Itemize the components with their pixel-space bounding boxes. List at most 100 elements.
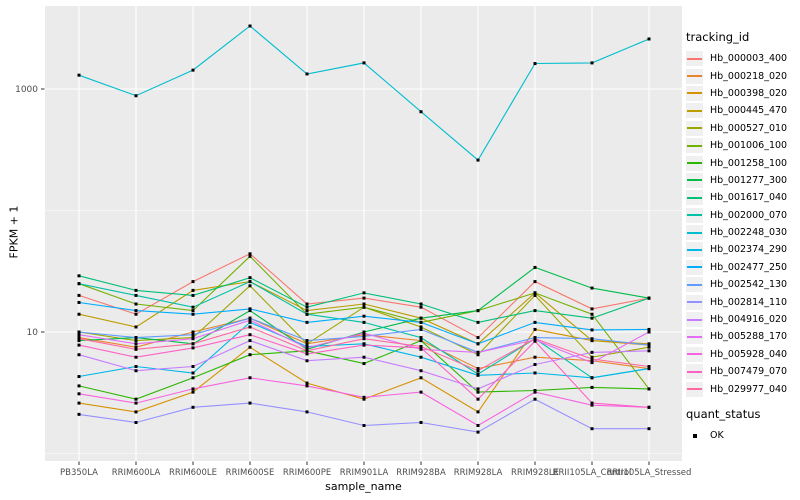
data-point	[77, 375, 81, 379]
data-point	[248, 320, 252, 324]
data-point	[647, 349, 651, 353]
legend-item-label: Hb_001277_300	[710, 174, 788, 186]
legend-color-line	[687, 196, 702, 199]
data-point	[476, 397, 480, 401]
x-tick-label: RRIM928LE	[511, 468, 559, 478]
legend-color-line	[687, 92, 702, 95]
legend-color-line	[687, 127, 702, 130]
data-point	[191, 376, 195, 380]
data-point	[248, 345, 252, 349]
data-point	[191, 405, 195, 409]
data-point	[191, 342, 195, 346]
data-point	[419, 302, 423, 306]
data-point	[77, 330, 81, 334]
data-point	[134, 365, 138, 369]
legend-item-label: Hb_000398_020	[710, 87, 788, 99]
legend-item-label: Hb_001258_100	[710, 157, 788, 169]
data-point	[533, 293, 537, 297]
legend-key-swatch	[686, 207, 703, 223]
legend-item-label: Hb_005928_040	[710, 348, 788, 360]
legend-item-Hb_000218_020: Hb_000218_020	[686, 67, 798, 84]
data-point	[647, 427, 651, 431]
data-point	[134, 355, 138, 359]
data-point	[77, 282, 81, 286]
y-axis-title: FPKM + 1	[7, 205, 21, 259]
data-point	[476, 336, 480, 340]
data-point	[77, 73, 81, 77]
data-point	[419, 420, 423, 424]
data-point	[590, 286, 594, 290]
data-point	[533, 62, 537, 66]
legend-item-label: Hb_029977_040	[710, 383, 788, 395]
data-point	[305, 384, 309, 388]
data-point	[647, 365, 651, 369]
data-point	[248, 401, 252, 405]
legend-item-list: Hb_000003_400 Hb_000218_020 Hb_000398_020 H…	[686, 50, 798, 398]
data-point	[248, 276, 252, 280]
quant-status-item-ok: OK	[686, 427, 798, 444]
data-point	[419, 320, 423, 324]
legend-key-swatch	[686, 172, 703, 188]
x-tick-label: PB350LA	[60, 468, 98, 478]
legend-item-Hb_000445_470: Hb_000445_470	[686, 102, 798, 119]
data-point	[362, 305, 366, 309]
data-point	[476, 410, 480, 414]
legend-color-line	[687, 109, 702, 112]
data-point	[647, 296, 651, 300]
data-point	[476, 350, 480, 354]
legend-item-label: Hb_002542_130	[710, 279, 788, 291]
legend-key-swatch	[686, 259, 703, 275]
data-point	[476, 158, 480, 162]
data-point	[191, 312, 195, 316]
legend-key-swatch	[686, 103, 703, 119]
legend-item-label: Hb_005288_170	[710, 331, 788, 343]
data-point	[647, 343, 651, 347]
legend-key-swatch	[686, 294, 703, 310]
data-point	[533, 327, 537, 331]
legend-item-Hb_005288_170: Hb_005288_170	[686, 328, 798, 345]
legend-item-label: Hb_002477_250	[710, 261, 788, 273]
data-point	[362, 395, 366, 399]
data-point	[305, 359, 309, 363]
data-point	[191, 365, 195, 369]
legend-key-swatch	[686, 85, 703, 101]
data-point	[647, 387, 651, 391]
data-point	[134, 339, 138, 343]
data-point	[533, 320, 537, 324]
data-point	[191, 387, 195, 391]
data-point	[248, 333, 252, 337]
legend-item-label: Hb_004916_020	[710, 314, 788, 326]
legend-item-Hb_001006_100: Hb_001006_100	[686, 137, 798, 154]
data-point	[305, 410, 309, 414]
data-point	[647, 345, 651, 349]
legend-key-swatch	[686, 277, 703, 293]
legend-color-line	[687, 179, 702, 182]
legend-color-line	[687, 75, 702, 78]
data-point	[590, 427, 594, 431]
data-point	[248, 284, 252, 288]
data-point	[533, 280, 537, 284]
data-point	[248, 307, 252, 311]
data-point	[191, 280, 195, 284]
legend-key-swatch	[686, 190, 703, 206]
legend-item-Hb_000527_010: Hb_000527_010	[686, 120, 798, 137]
data-point	[134, 325, 138, 329]
quant-status-label: OK	[710, 430, 724, 441]
data-point	[191, 293, 195, 297]
data-point	[77, 337, 81, 341]
legend-key-swatch	[686, 120, 703, 136]
legend-item-Hb_001258_100: Hb_001258_100	[686, 154, 798, 171]
data-point	[248, 24, 252, 28]
legend-item-label: Hb_000445_470	[710, 105, 788, 117]
data-point	[77, 343, 81, 347]
legend-item-Hb_001617_040: Hb_001617_040	[686, 189, 798, 206]
data-point	[248, 353, 252, 357]
data-point	[305, 352, 309, 356]
data-point	[77, 312, 81, 316]
data-point	[476, 320, 480, 324]
data-point	[533, 339, 537, 343]
data-point	[590, 337, 594, 341]
data-point	[476, 390, 480, 394]
data-point	[419, 110, 423, 114]
x-tick-label: RRIM928BA	[396, 468, 446, 478]
